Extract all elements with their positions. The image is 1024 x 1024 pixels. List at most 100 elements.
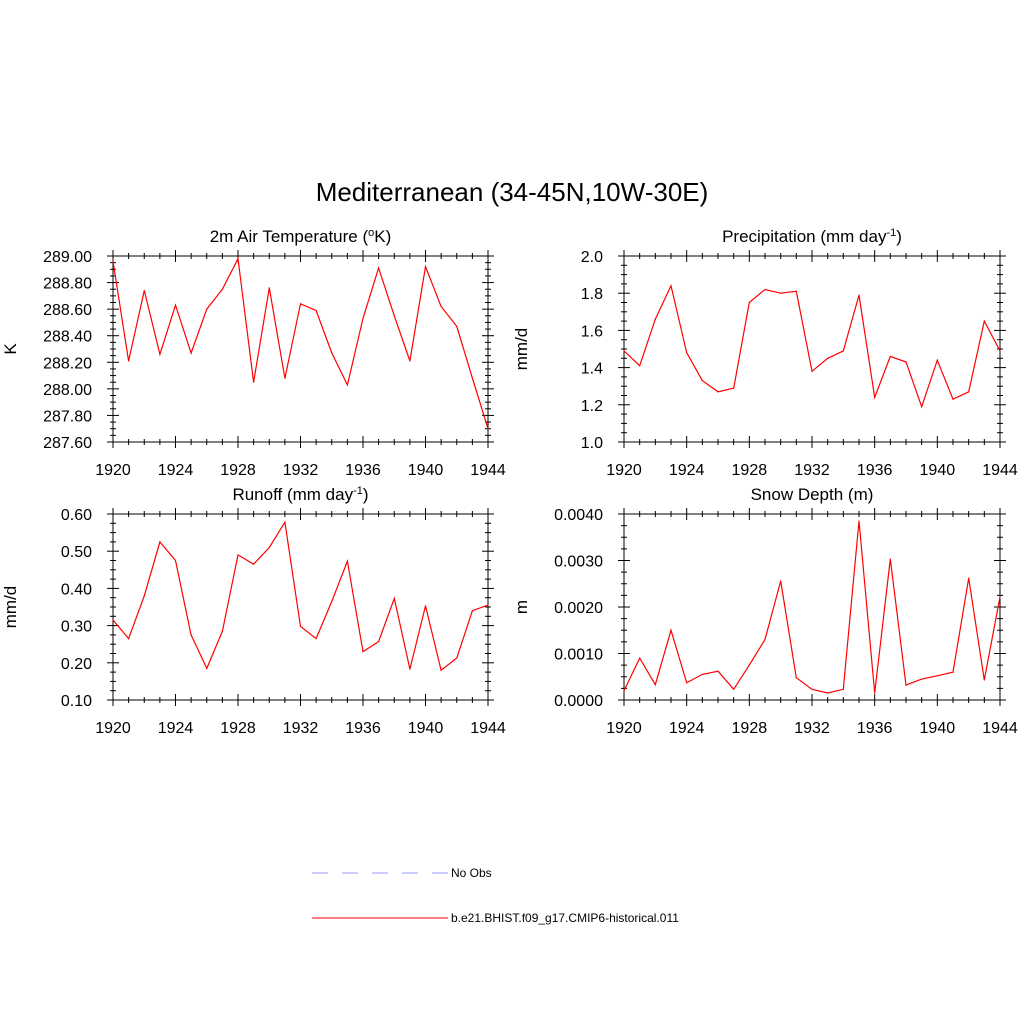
x-tick-label: 1924 <box>669 462 705 479</box>
y-axis-label: mm/d <box>1 586 20 629</box>
data-point <box>253 563 255 565</box>
data-point <box>654 318 656 320</box>
data-point <box>424 266 427 268</box>
y-tick-label: 1.8 <box>581 286 603 303</box>
data-point <box>639 365 641 367</box>
data-point <box>717 391 719 393</box>
y-axis-label: K <box>1 343 20 355</box>
data-point <box>733 688 735 690</box>
data-point <box>858 294 860 296</box>
x-tick-label: 1920 <box>606 720 642 737</box>
data-point <box>780 292 782 294</box>
data-point <box>827 692 829 694</box>
data-point <box>795 677 797 679</box>
x-tick-label: 1920 <box>95 720 131 737</box>
data-point <box>237 554 239 556</box>
data-point <box>378 640 380 643</box>
panel-2: 1920 1924 1928 1932 1936 1940 1944 1.0 1.2 1.4 1.6… <box>512 227 1018 479</box>
data-point <box>936 675 938 677</box>
data-point <box>112 619 114 621</box>
data-point <box>968 391 970 393</box>
data-point <box>409 668 411 670</box>
series-line <box>623 520 1001 694</box>
data-point <box>889 558 891 560</box>
legend: No Obs b.e21.BHIST.f09_g17.CMIP6-historic… <box>312 866 679 925</box>
panel-title: Precipitation (mm day-1) <box>722 227 902 246</box>
y-tick-label: 0.20 <box>61 656 92 673</box>
y-tick-label: 0.60 <box>61 507 92 524</box>
x-tick-label: 1932 <box>283 720 319 737</box>
y-axis-label: mm/d <box>512 328 531 371</box>
data-point <box>842 688 844 690</box>
x-tick-label: 1924 <box>669 720 705 737</box>
y-tick-label: 287.60 <box>43 435 92 452</box>
chart-panels: 1920 1924 1928 1932 1936 1940 1944 287.60 287.80… <box>1 227 1018 737</box>
x-tick-label: 1928 <box>732 462 768 479</box>
data-point <box>190 634 192 636</box>
data-point <box>440 305 442 308</box>
x-tick-label: 1928 <box>220 720 256 737</box>
data-point <box>811 688 813 690</box>
x-tick-label: 1944 <box>982 720 1018 737</box>
data-point <box>284 377 286 379</box>
series-line <box>112 520 489 672</box>
data-point <box>999 596 1001 598</box>
data-point <box>159 541 161 543</box>
x-tick-label: 1936 <box>345 720 381 737</box>
y-tick-label: 1.2 <box>581 398 603 415</box>
y-axis-label: m <box>512 600 531 614</box>
x-tick-label: 1928 <box>220 462 256 479</box>
data-point <box>905 684 907 686</box>
data-point <box>393 315 395 317</box>
data-point <box>889 355 891 358</box>
y-tick-label: 1.4 <box>581 361 603 378</box>
main-title: Mediterranean (34-45N,10W-30E) <box>316 177 709 207</box>
x-tick-label: 1944 <box>982 462 1018 479</box>
data-point <box>858 520 860 522</box>
data-point <box>206 308 208 310</box>
data-point <box>331 600 333 603</box>
data-point <box>686 682 688 684</box>
data-point <box>968 577 970 579</box>
plot-frame <box>623 513 1001 701</box>
x-tick-label: 1936 <box>857 462 893 479</box>
data-point <box>639 657 641 659</box>
data-point <box>190 352 192 354</box>
y-tick-label: 288.00 <box>43 382 92 399</box>
data-point <box>237 258 239 260</box>
x-tick-label: 1928 <box>732 720 768 737</box>
data-point <box>842 350 844 352</box>
y-tick-label: 0.0040 <box>554 507 603 524</box>
data-point <box>701 673 703 676</box>
data-point <box>670 285 672 287</box>
x-tick-label: 1940 <box>920 462 956 479</box>
data-point <box>733 387 735 389</box>
data-point <box>623 690 625 692</box>
data-point <box>471 610 473 612</box>
data-point <box>487 428 489 430</box>
data-point <box>717 670 719 672</box>
data-point <box>456 325 458 328</box>
y-tick-label: 1.6 <box>581 323 603 340</box>
data-point <box>999 350 1001 352</box>
data-point <box>253 381 255 383</box>
data-point <box>362 651 364 653</box>
data-point <box>874 396 876 398</box>
x-tick-label: 1932 <box>794 462 830 479</box>
data-point <box>701 380 703 382</box>
x-tick-label: 1936 <box>857 720 893 737</box>
data-point <box>331 352 333 354</box>
y-tick-label: 0.30 <box>61 619 92 636</box>
data-point <box>206 667 208 669</box>
data-point <box>159 353 161 355</box>
series-line <box>112 256 489 429</box>
data-point <box>299 625 302 627</box>
y-tick-label: 1.0 <box>581 435 603 452</box>
data-point <box>654 684 656 686</box>
data-point <box>112 260 114 262</box>
data-point <box>623 350 625 352</box>
y-tick-label: 288.40 <box>43 329 92 346</box>
legend-label: No Obs <box>451 866 492 880</box>
data-point <box>143 595 145 597</box>
